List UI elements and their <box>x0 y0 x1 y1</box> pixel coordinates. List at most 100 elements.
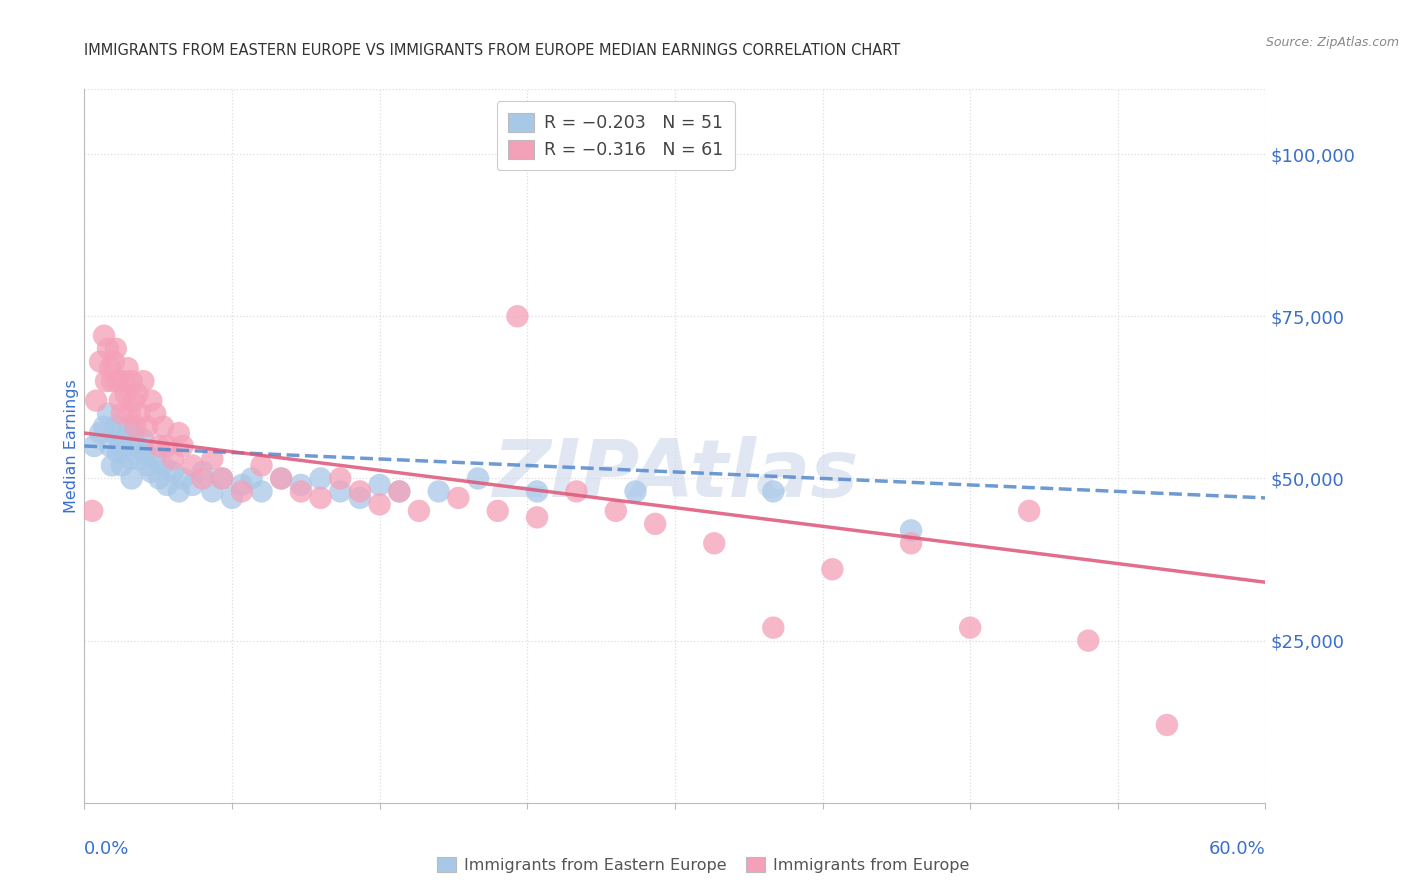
Point <box>526 484 548 499</box>
Point <box>93 419 115 434</box>
Point <box>89 354 111 368</box>
Point <box>959 621 981 635</box>
Point <box>98 361 121 376</box>
Point <box>900 524 922 538</box>
Point <box>156 478 179 492</box>
Point <box>108 393 131 408</box>
Point <box>167 484 190 499</box>
Point <box>762 621 785 635</box>
Point <box>156 439 179 453</box>
Point <box>111 407 134 421</box>
Legend: R = −0.203   N = 51, R = −0.316   N = 61: R = −0.203 N = 51, R = −0.316 N = 61 <box>496 102 735 170</box>
Point <box>486 504 509 518</box>
Point <box>107 445 129 459</box>
Point <box>162 465 184 479</box>
Point <box>122 425 145 440</box>
Point <box>128 407 150 421</box>
Point <box>101 374 124 388</box>
Point <box>143 452 166 467</box>
Point <box>141 465 163 479</box>
Point <box>231 484 253 499</box>
Point <box>148 471 170 485</box>
Point <box>467 471 489 485</box>
Point <box>329 484 352 499</box>
Point <box>605 504 627 518</box>
Point <box>162 452 184 467</box>
Point <box>526 510 548 524</box>
Point <box>201 452 224 467</box>
Point <box>240 471 263 485</box>
Point <box>211 471 233 485</box>
Point <box>565 484 588 499</box>
Point <box>122 393 145 408</box>
Point <box>703 536 725 550</box>
Point <box>128 452 150 467</box>
Point <box>148 439 170 453</box>
Point <box>117 361 139 376</box>
Legend: Immigrants from Eastern Europe, Immigrants from Europe: Immigrants from Eastern Europe, Immigran… <box>430 851 976 880</box>
Y-axis label: Median Earnings: Median Earnings <box>63 379 79 513</box>
Point <box>124 419 146 434</box>
Point <box>408 504 430 518</box>
Point <box>1077 633 1099 648</box>
Point <box>103 425 125 440</box>
Text: Source: ZipAtlas.com: Source: ZipAtlas.com <box>1265 36 1399 49</box>
Point <box>114 439 136 453</box>
Point <box>104 419 127 434</box>
Point <box>82 504 104 518</box>
Point <box>111 458 134 473</box>
Point <box>181 478 204 492</box>
Text: IMMIGRANTS FROM EASTERN EUROPE VS IMMIGRANTS FROM EUROPE MEDIAN EARNINGS CORRELA: IMMIGRANTS FROM EASTERN EUROPE VS IMMIGR… <box>84 43 901 58</box>
Point <box>98 439 121 453</box>
Point <box>152 458 174 473</box>
Point <box>762 484 785 499</box>
Point <box>821 562 844 576</box>
Point <box>94 374 117 388</box>
Point <box>143 407 166 421</box>
Point <box>112 433 135 447</box>
Point <box>1156 718 1178 732</box>
Point <box>427 484 450 499</box>
Point <box>118 452 141 467</box>
Point <box>136 419 159 434</box>
Point <box>104 342 127 356</box>
Point <box>270 471 292 485</box>
Point <box>349 484 371 499</box>
Text: 0.0%: 0.0% <box>84 840 129 858</box>
Point <box>624 484 647 499</box>
Point <box>309 491 332 505</box>
Point <box>127 439 149 453</box>
Point <box>447 491 470 505</box>
Point <box>108 439 131 453</box>
Point <box>118 407 141 421</box>
Point <box>112 374 135 388</box>
Text: ZIPAtlas: ZIPAtlas <box>492 435 858 514</box>
Point <box>132 433 155 447</box>
Point <box>201 484 224 499</box>
Point <box>309 471 332 485</box>
Point <box>121 374 143 388</box>
Point <box>250 484 273 499</box>
Point <box>191 465 214 479</box>
Text: 60.0%: 60.0% <box>1209 840 1265 858</box>
Point <box>89 425 111 440</box>
Point <box>349 491 371 505</box>
Point <box>900 536 922 550</box>
Point <box>231 478 253 492</box>
Point <box>132 374 155 388</box>
Point <box>107 374 129 388</box>
Point <box>290 478 312 492</box>
Point <box>250 458 273 473</box>
Point <box>172 471 194 485</box>
Point <box>388 484 411 499</box>
Point <box>506 310 529 324</box>
Point <box>270 471 292 485</box>
Point <box>368 478 391 492</box>
Point <box>181 458 204 473</box>
Point <box>167 425 190 440</box>
Point <box>97 342 120 356</box>
Point <box>136 458 159 473</box>
Point <box>221 491 243 505</box>
Point <box>388 484 411 499</box>
Point <box>290 484 312 499</box>
